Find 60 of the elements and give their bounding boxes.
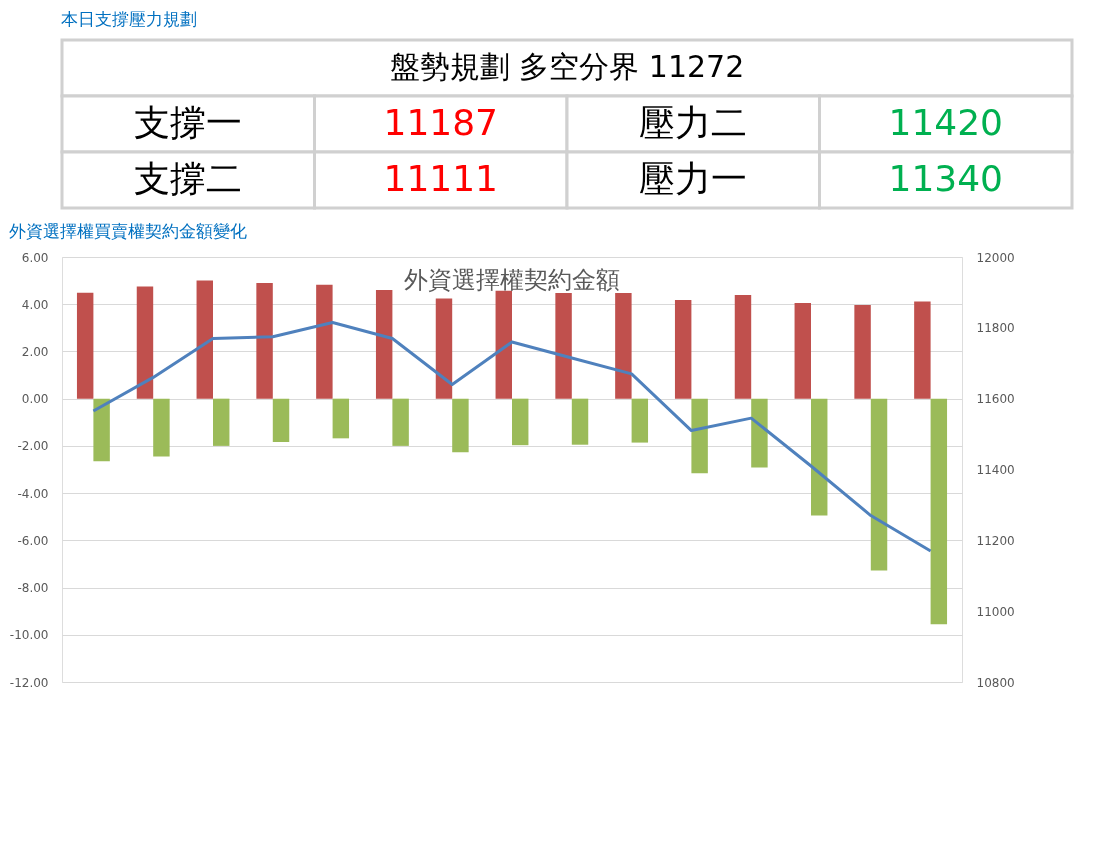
text: 壓力二 [639, 102, 748, 143]
y-tick-label: 2.00 [21, 344, 49, 359]
bar [512, 398, 529, 446]
bar [691, 398, 708, 474]
y-tick-label: -4.00 [17, 486, 49, 501]
bar [811, 398, 828, 516]
bar [153, 398, 170, 457]
y2-tick-label: 11200 [976, 533, 1015, 548]
bar [751, 398, 768, 468]
bar [196, 280, 213, 399]
text: 本日支撐壓力規劃 [60, 8, 197, 29]
y-tick-label: -8.00 [17, 581, 49, 596]
bar [674, 299, 692, 399]
bar [272, 398, 290, 442]
y2-tick-label: 10800 [976, 675, 1015, 690]
text: 支撐一 [134, 102, 243, 143]
y-tick-label: -2.00 [17, 439, 49, 454]
text: 盤勢規劃 多空分界 11272 [389, 49, 745, 84]
bar [631, 398, 649, 443]
bar [914, 301, 931, 399]
bar [316, 284, 333, 399]
text: 11187 [383, 102, 499, 143]
chart-title: 外資選擇權買賣權契約金額變化 [9, 221, 248, 241]
bar [136, 286, 154, 399]
y2-tick-label: 12000 [976, 250, 1015, 265]
bar [332, 398, 350, 439]
text: 11111 [383, 158, 499, 199]
y-tick-label: 4.00 [21, 297, 49, 312]
y2-tick-label: 11000 [976, 604, 1015, 619]
y-tick-label: -6.00 [17, 533, 49, 548]
bar [734, 295, 752, 399]
y-tick-label: 6.00 [21, 250, 49, 265]
bar [870, 398, 888, 571]
text: 支撐二 [134, 158, 243, 199]
bar [854, 304, 871, 399]
bar [615, 292, 632, 399]
bar [794, 303, 811, 399]
chart-subtitle: 外資選擇權契約金額 [404, 266, 620, 294]
y2-tick-label: 11400 [976, 463, 1015, 477]
line-series [91, 321, 933, 553]
text: 11340 [888, 158, 1004, 199]
text: 壓力一 [639, 158, 748, 199]
bar [93, 398, 110, 462]
bar [392, 398, 409, 446]
bar [571, 398, 589, 445]
y-tick-label: 0.00 [21, 392, 49, 407]
bar [452, 398, 469, 453]
y-tick-label: -10.00 [9, 628, 49, 643]
text: 11420 [888, 102, 1004, 143]
bar [435, 298, 453, 399]
y-tick-label: -12.00 [9, 675, 49, 690]
y2-tick-label: 11600 [976, 392, 1015, 407]
bar [495, 290, 512, 399]
bar [256, 282, 273, 399]
bar [213, 398, 230, 446]
y2-tick-label: 11800 [976, 321, 1015, 336]
bar [930, 398, 948, 625]
bar [555, 292, 572, 399]
bar [375, 290, 393, 399]
bar [76, 292, 94, 399]
